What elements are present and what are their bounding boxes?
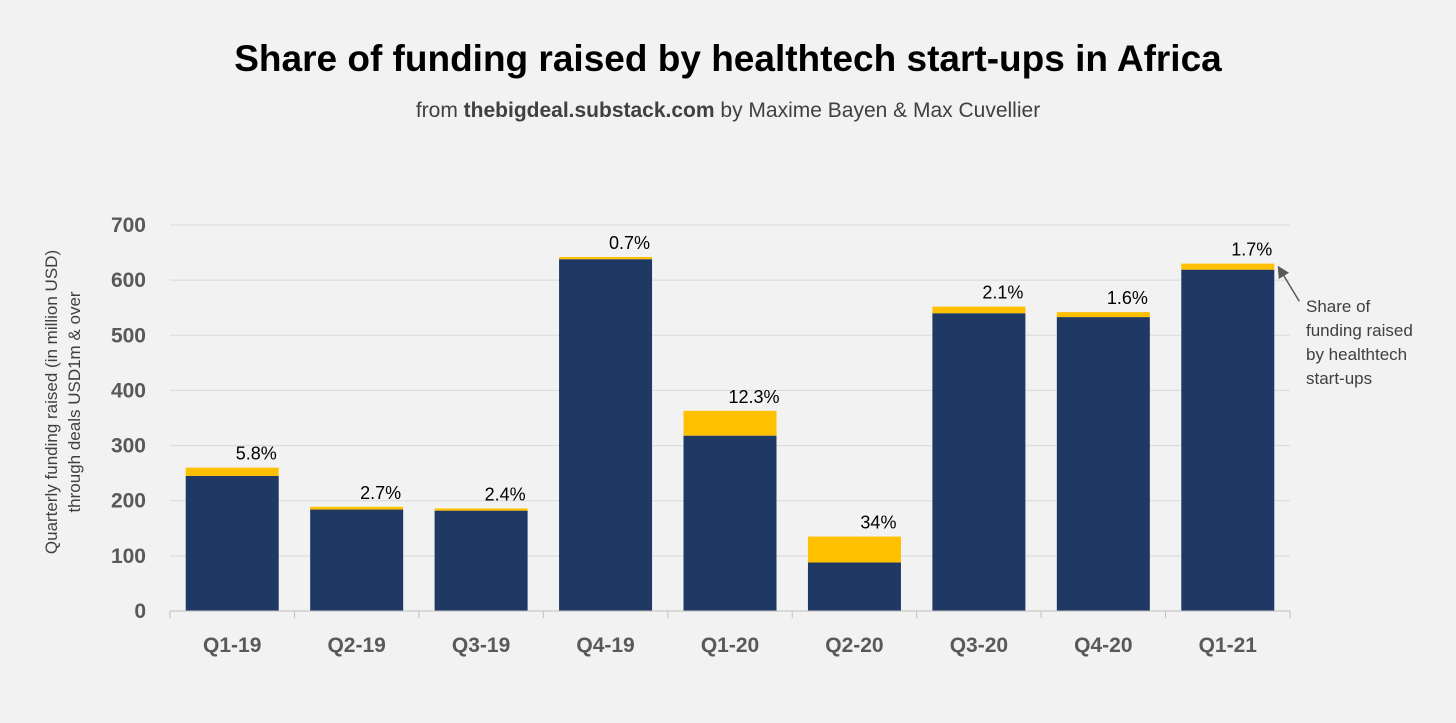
bar-segment-total <box>807 562 901 611</box>
y-axis-label-line2: through deals USD1m & over <box>65 291 84 512</box>
subtitle-source: thebigdeal.substack.com <box>463 99 715 122</box>
chart-subtitle: from thebigdeal.substack.com by Maxime B… <box>0 99 1456 123</box>
bar-segment-healthtech <box>932 306 1026 314</box>
data-label: 12.3% <box>728 387 779 407</box>
annotation-text: Share of <box>1306 297 1371 316</box>
data-label: 2.4% <box>485 484 526 504</box>
annotation: Share of funding raised by healthtech start… <box>1277 265 1413 388</box>
bar-segment-healthtech <box>185 467 279 476</box>
bar-segment-healthtech <box>683 410 777 436</box>
data-labels: 5.8% 2.7% 2.4% 0.7% 12.3% 34% 2.1% 1.6% 1.7% <box>236 233 1273 533</box>
x-tick-label: Q2-20 <box>825 634 883 657</box>
x-tick-label: Q4-19 <box>576 634 634 657</box>
annotation-arrow <box>1277 265 1300 302</box>
data-label: 1.7% <box>1231 240 1272 260</box>
bars <box>185 256 1275 611</box>
data-label: 1.6% <box>1107 288 1148 308</box>
x-tick-label: Q1-19 <box>203 634 261 657</box>
x-tick-label: Q3-19 <box>452 634 510 657</box>
y-tick-label: 600 <box>111 269 146 292</box>
data-label: 2.1% <box>982 283 1023 303</box>
bar-segment-healthtech <box>434 508 528 511</box>
x-tick-label: Q1-20 <box>701 634 759 657</box>
data-label: 34% <box>860 513 896 533</box>
bar-segment-total <box>559 259 653 611</box>
bar-segment-healthtech <box>1181 263 1275 270</box>
y-tick-label: 500 <box>111 324 146 347</box>
bar-segment-total <box>1181 269 1275 611</box>
y-tick-label: 0 <box>134 600 146 623</box>
y-tick-label: 700 <box>111 214 146 237</box>
bar-segment-healthtech <box>559 256 653 260</box>
annotation-text: by healthtech <box>1306 345 1407 364</box>
annotation-text: start-ups <box>1306 369 1372 388</box>
x-tick-label: Q4-20 <box>1074 634 1132 657</box>
x-tick-label: Q3-20 <box>950 634 1008 657</box>
bar-segment-total <box>185 475 279 611</box>
x-tick-label: Q2-19 <box>327 634 385 657</box>
subtitle-prefix: from <box>415 99 458 122</box>
y-tick-label: 100 <box>111 545 146 568</box>
bar-segment-healthtech <box>807 536 901 563</box>
y-tick-labels: 0 100 200 300 400 500 600 700 <box>111 214 146 623</box>
bar-segment-total <box>310 509 404 611</box>
subtitle-suffix: by Maxime Bayen & Max Cuvellier <box>720 99 1041 122</box>
chart-title: Share of funding raised by healthtech st… <box>234 38 1222 79</box>
bar-segment-total <box>434 510 528 611</box>
data-label: 0.7% <box>609 233 650 253</box>
y-tick-label: 400 <box>111 379 146 402</box>
bar-segment-total <box>1056 317 1150 611</box>
data-label: 2.7% <box>360 483 401 503</box>
x-tick-label: Q1-21 <box>1199 634 1258 657</box>
data-label: 5.8% <box>236 444 277 464</box>
bar-segment-healthtech <box>310 506 404 510</box>
x-tick-labels: Q1-19 Q2-19 Q3-19 Q4-19 Q1-20 Q2-20 Q3-20 Q4-20… <box>203 634 1257 657</box>
y-axis-label-line1: Quarterly funding raised (in million USD… <box>42 250 61 554</box>
bar-segment-total <box>932 313 1026 611</box>
y-tick-label: 200 <box>111 490 146 513</box>
y-tick-label: 300 <box>111 435 146 458</box>
bar-segment-total <box>683 435 777 611</box>
bar-segment-healthtech <box>1056 312 1150 318</box>
annotation-text: funding raised <box>1306 321 1413 340</box>
x-axis <box>169 610 1291 618</box>
